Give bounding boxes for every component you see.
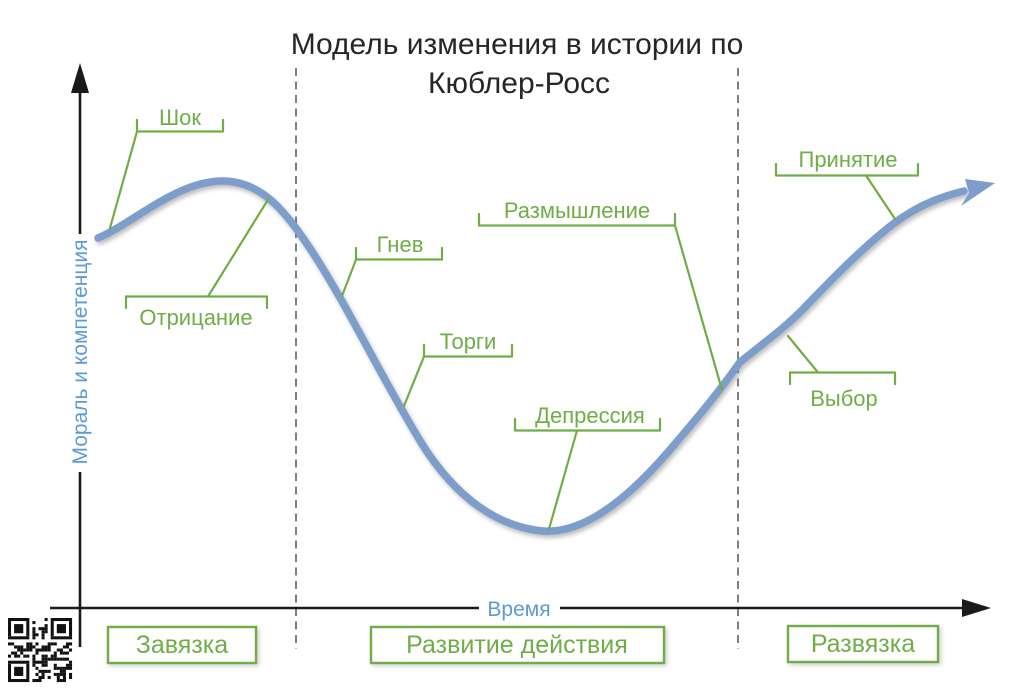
stage-bracket [788, 371, 897, 386]
svg-text:Мораль и компетенция: Мораль и компетенция [69, 239, 92, 464]
stage-label-shock: Шок [108, 105, 225, 230]
stage-label-denial: Отрицание [124, 196, 271, 330]
svg-text:Время: Время [487, 598, 550, 621]
stage-bracket [124, 295, 269, 310]
stage-bracket [135, 118, 225, 133]
stage-bracket [422, 343, 514, 358]
qr-code [8, 618, 73, 683]
x-axis-arrow-icon [962, 599, 991, 617]
stage-label-text: Гнев [377, 232, 424, 257]
stage-label-text: Шок [159, 105, 201, 130]
svg-text:Кюблер-Росс: Кюблер-Росс [428, 67, 610, 100]
stage-bracket [513, 417, 662, 432]
stage-bracket [774, 162, 920, 177]
svg-text:Развязка: Развязка [811, 630, 915, 658]
stage-bracket [354, 246, 444, 261]
diagram-title: Модель изменения в истории по Кюблер-Рос… [291, 28, 744, 100]
stage-leader [864, 174, 897, 221]
x-axis-label: Время [479, 597, 560, 621]
stage-label-reflection: Размышление [477, 198, 724, 392]
stage-label-anger: Гнев [340, 232, 444, 298]
phase-box-resolution: Развязка [786, 624, 940, 664]
y-axis-arrow-icon [71, 63, 89, 93]
stage-label-bargaining: Торги [402, 329, 514, 408]
stage-label-text: Размышление [504, 198, 650, 223]
change-curve [94, 177, 995, 535]
stage-label-choice: Выбор [786, 334, 897, 411]
stage-bracket [477, 212, 677, 227]
stage-label-text: Принятие [799, 147, 898, 172]
stage-leader [402, 355, 426, 408]
stage-leader [786, 334, 820, 374]
stage-label-acceptance: Принятие [774, 147, 920, 221]
svg-text:Модель изменения в истории по: Модель изменения в истории по [291, 28, 744, 61]
stage-leader [340, 258, 358, 298]
stage-label-text: Отрицание [139, 305, 252, 330]
stage-label-text: Торги [440, 329, 497, 354]
stage-label-text: Депрессия [535, 403, 645, 428]
stage-leader [673, 224, 724, 392]
stage-leader [547, 429, 579, 531]
svg-text:Развитие действия: Развитие действия [406, 631, 628, 659]
phase-box-development: Развитие действия [369, 625, 666, 665]
curve-arrow-icon [961, 179, 995, 206]
stage-leader [108, 130, 139, 230]
phase-box-setup: Завязка [106, 625, 258, 665]
stage-label-depression: Депрессия [513, 403, 662, 531]
y-axis-label: Мораль и компетенция [68, 234, 92, 472]
stage-leader [206, 196, 271, 298]
svg-text:Завязка: Завязка [136, 631, 228, 659]
stage-label-text: Выбор [810, 386, 878, 411]
